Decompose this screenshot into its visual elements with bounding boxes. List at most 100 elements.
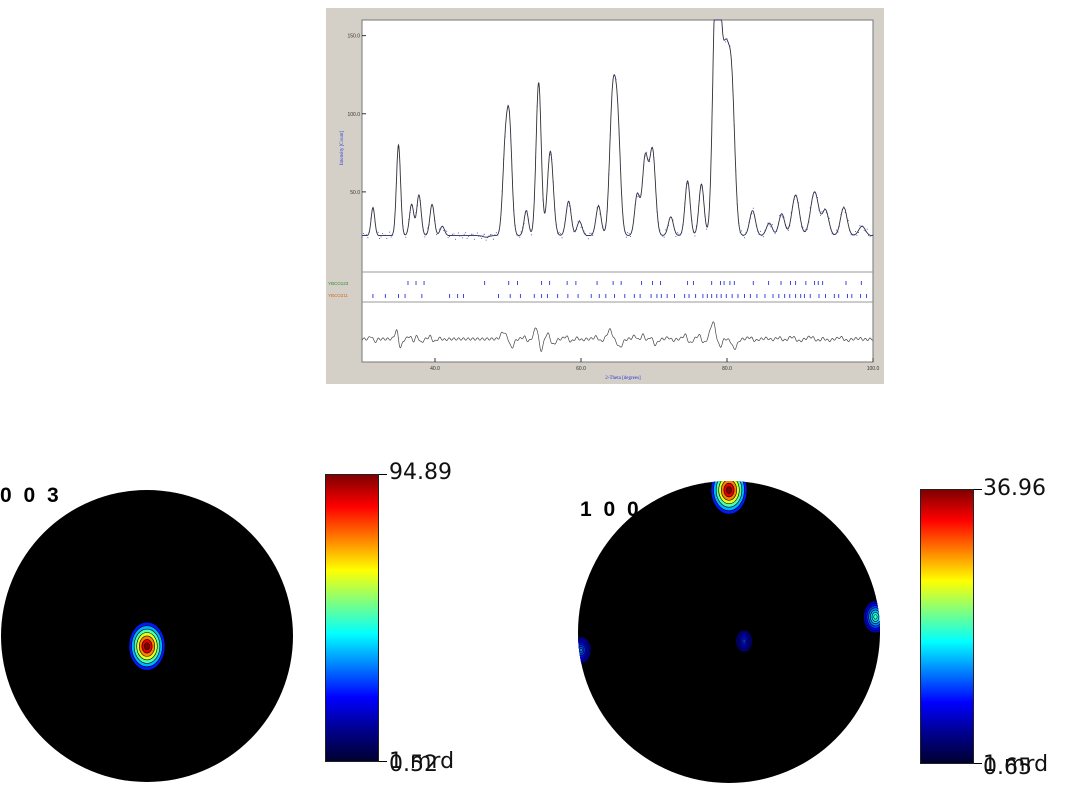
observed-data-point	[538, 83, 540, 85]
observed-data-point	[373, 210, 375, 212]
observed-data-point	[482, 234, 484, 236]
observed-data-point	[723, 39, 725, 41]
observed-data-point	[838, 225, 840, 227]
y-tick-label: 100.0	[347, 112, 360, 118]
observed-data-point	[672, 219, 674, 221]
observed-data-point	[758, 233, 760, 235]
observed-data-point	[757, 230, 759, 232]
observed-data-point	[728, 42, 729, 44]
x-tick-label: 100.0	[867, 366, 880, 372]
observed-data-point	[836, 229, 837, 231]
observed-data-point	[596, 207, 598, 209]
observed-data-point	[478, 235, 480, 237]
observed-data-point	[682, 224, 684, 226]
observed-data-point	[495, 232, 497, 234]
contour-level	[144, 642, 150, 650]
observed-data-point	[522, 226, 524, 228]
observed-data-point	[506, 114, 507, 116]
observed-data-point	[660, 234, 662, 236]
observed-data-point	[568, 205, 570, 207]
observed-data-point	[436, 234, 437, 236]
observed-data-point	[808, 221, 810, 223]
observed-data-point	[641, 181, 643, 183]
observed-data-point	[783, 216, 785, 218]
observed-data-point	[529, 228, 531, 230]
observed-data-point	[516, 234, 518, 236]
observed-data-point	[419, 200, 421, 202]
observed-data-point	[431, 203, 433, 205]
observed-data-point	[583, 230, 585, 232]
observed-data-point	[837, 231, 839, 233]
observed-data-point	[599, 213, 601, 215]
observed-data-point	[608, 174, 610, 176]
observed-data-point	[481, 237, 483, 239]
observed-data-point	[831, 233, 833, 235]
observed-data-point	[828, 217, 830, 219]
observed-data-point	[393, 226, 395, 228]
observed-data-point	[361, 236, 363, 238]
observed-data-point	[405, 236, 407, 238]
observed-data-point	[676, 232, 678, 234]
observed-data-point	[872, 234, 874, 236]
observed-data-point	[688, 188, 690, 190]
observed-data-point	[503, 158, 505, 160]
observed-data-point	[834, 233, 836, 235]
observed-data-point	[650, 150, 652, 152]
observed-data-point	[443, 230, 445, 232]
observed-data-point	[544, 212, 545, 214]
observed-data-point	[812, 195, 814, 197]
observed-data-point	[509, 111, 510, 113]
observed-data-point	[570, 209, 572, 211]
observed-data-point	[798, 202, 799, 204]
observed-data-point	[779, 215, 781, 217]
observed-data-point	[497, 234, 499, 236]
observed-data-point	[412, 209, 414, 211]
observed-data-point	[717, 19, 719, 21]
xrd-chart-panel: 50.0 100.0 150.0 40.0 60.0 80.0 100.0 2-Theta […	[326, 8, 884, 384]
observed-data-point	[841, 209, 843, 211]
observed-data-point	[396, 162, 398, 164]
observed-data-point	[619, 164, 621, 166]
observed-data-point	[857, 232, 859, 233]
observed-data-point	[729, 45, 731, 47]
observed-data-point	[855, 231, 856, 232]
observed-data-point	[856, 234, 858, 236]
observed-data-point	[633, 220, 635, 222]
observed-data-point	[780, 215, 782, 217]
observed-data-point	[801, 226, 802, 228]
observed-data-point	[752, 207, 754, 209]
observed-data-point	[519, 236, 521, 238]
observed-data-point	[440, 227, 442, 229]
observed-data-point	[469, 234, 471, 236]
observed-data-point	[600, 218, 602, 220]
observed-data-point	[400, 200, 402, 202]
observed-data-point	[414, 215, 416, 217]
observed-data-point	[811, 201, 813, 203]
observed-data-point	[526, 210, 528, 212]
observed-data-point	[849, 230, 851, 232]
observed-data-point	[720, 19, 722, 21]
observed-data-point	[652, 147, 653, 149]
observed-data-point	[760, 230, 762, 232]
pole-figure-disk	[578, 481, 880, 783]
observed-data-point	[465, 232, 467, 234]
observed-data-point	[603, 229, 605, 231]
observed-data-point	[527, 218, 529, 220]
y-tick-label: 50.0	[350, 190, 360, 196]
observed-data-point	[659, 230, 661, 232]
observed-data-point	[411, 204, 413, 206]
x-tick-label: 80.0	[722, 366, 732, 372]
observed-data-point	[386, 237, 388, 239]
observed-data-point	[681, 232, 683, 234]
observed-data-point	[739, 231, 741, 233]
observed-data-point	[817, 197, 818, 199]
observed-data-point	[606, 210, 608, 212]
observed-data-point	[787, 229, 789, 231]
observed-data-point	[473, 238, 475, 240]
observed-data-point	[450, 234, 452, 236]
observed-data-point	[638, 194, 640, 196]
observed-data-point	[514, 224, 516, 226]
observed-data-point	[631, 229, 633, 231]
observed-data-point	[449, 236, 451, 237]
observed-data-point	[755, 224, 757, 226]
